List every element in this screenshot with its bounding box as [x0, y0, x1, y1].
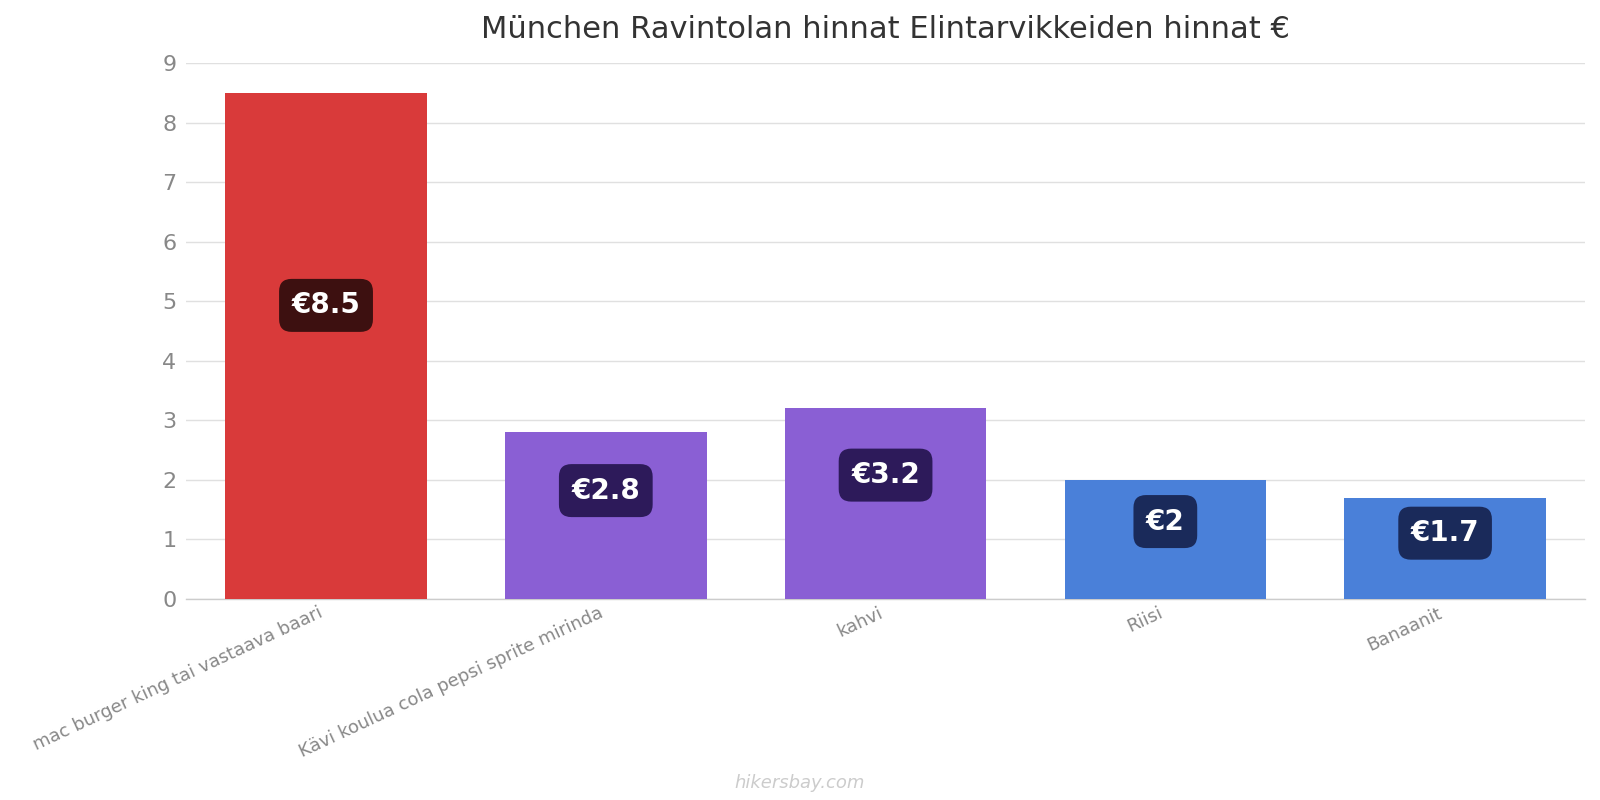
- Text: €8.5: €8.5: [291, 291, 360, 319]
- Bar: [226, 93, 427, 599]
- Text: €1.7: €1.7: [1411, 519, 1480, 547]
- Bar: [1344, 498, 1546, 599]
- Bar: [506, 432, 707, 599]
- Text: €2.8: €2.8: [571, 477, 640, 505]
- Text: hikersbay.com: hikersbay.com: [734, 774, 866, 792]
- Text: €2: €2: [1146, 507, 1184, 535]
- Text: €3.2: €3.2: [851, 461, 920, 489]
- Bar: [786, 409, 986, 599]
- Title: München Ravintolan hinnat Elintarvikkeiden hinnat €: München Ravintolan hinnat Elintarvikkeid…: [482, 15, 1290, 44]
- Bar: [1064, 480, 1266, 599]
